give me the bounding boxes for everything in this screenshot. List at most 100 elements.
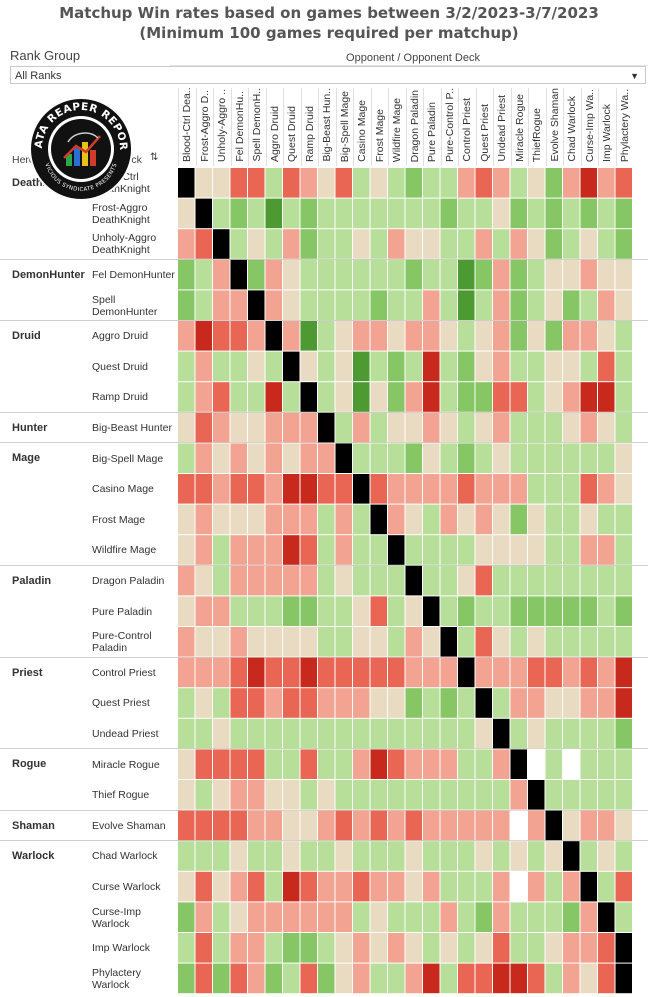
matchup-cell[interactable] xyxy=(335,963,353,994)
matchup-cell[interactable] xyxy=(388,627,405,657)
matchup-cell[interactable] xyxy=(545,627,563,657)
matchup-cell[interactable] xyxy=(493,504,510,535)
matchup-cell[interactable] xyxy=(265,290,283,320)
matchup-cell[interactable] xyxy=(423,718,440,749)
matchup-cell[interactable] xyxy=(370,168,388,198)
matchup-cell[interactable] xyxy=(283,198,300,229)
matchup-cell[interactable] xyxy=(528,412,545,443)
matchup-cell[interactable] xyxy=(510,443,528,473)
matchup-cell[interactable] xyxy=(195,933,213,963)
matchup-cell[interactable] xyxy=(370,657,388,688)
matchup-cell[interactable] xyxy=(458,749,475,779)
matchup-cell[interactable] xyxy=(405,902,423,932)
matchup-cell[interactable] xyxy=(318,290,335,320)
matchup-cell[interactable] xyxy=(370,780,388,810)
matchup-cell[interactable] xyxy=(248,780,265,810)
matchup-cell[interactable] xyxy=(283,229,300,259)
matchup-cell[interactable] xyxy=(265,474,283,504)
matchup-cell[interactable] xyxy=(248,718,265,749)
matchup-cell[interactable] xyxy=(528,688,545,718)
matchup-cell[interactable] xyxy=(248,596,265,626)
matchup-cell[interactable] xyxy=(615,688,633,718)
matchup-cell[interactable] xyxy=(458,168,475,198)
matchup-cell[interactable] xyxy=(213,902,230,932)
matchup-cell[interactable] xyxy=(283,535,300,565)
matchup-cell[interactable] xyxy=(493,749,510,779)
matchup-cell[interactable] xyxy=(510,412,528,443)
matchup-cell[interactable] xyxy=(335,596,353,626)
matchup-cell[interactable] xyxy=(440,535,458,565)
matchup-cell[interactable] xyxy=(598,474,615,504)
matchup-cell[interactable] xyxy=(248,749,265,779)
matchup-cell[interactable] xyxy=(423,504,440,535)
matchup-cell[interactable] xyxy=(213,627,230,657)
matchup-cell[interactable] xyxy=(213,535,230,565)
matchup-cell[interactable] xyxy=(353,382,370,412)
matchup-cell[interactable] xyxy=(580,290,598,320)
matchup-cell[interactable] xyxy=(440,412,458,443)
matchup-cell[interactable] xyxy=(423,596,440,626)
matchup-cell[interactable] xyxy=(405,810,423,841)
matchup-cell[interactable] xyxy=(528,382,545,412)
matchup-cell[interactable] xyxy=(598,412,615,443)
matchup-cell[interactable] xyxy=(580,596,598,626)
matchup-cell[interactable] xyxy=(493,565,510,596)
matchup-cell[interactable] xyxy=(510,718,528,749)
matchup-cell[interactable] xyxy=(335,198,353,229)
matchup-cell[interactable] xyxy=(493,688,510,718)
matchup-cell[interactable] xyxy=(458,198,475,229)
matchup-cell[interactable] xyxy=(388,841,405,871)
matchup-cell[interactable] xyxy=(615,657,633,688)
matchup-cell[interactable] xyxy=(318,382,335,412)
matchup-cell[interactable] xyxy=(510,963,528,994)
matchup-cell[interactable] xyxy=(178,871,195,902)
matchup-cell[interactable] xyxy=(423,443,440,473)
matchup-cell[interactable] xyxy=(615,596,633,626)
matchup-cell[interactable] xyxy=(458,963,475,994)
matchup-cell[interactable] xyxy=(388,718,405,749)
matchup-cell[interactable] xyxy=(440,504,458,535)
matchup-cell[interactable] xyxy=(353,780,370,810)
matchup-cell[interactable] xyxy=(265,657,283,688)
matchup-cell[interactable] xyxy=(475,688,493,718)
matchup-cell[interactable] xyxy=(353,198,370,229)
matchup-cell[interactable] xyxy=(563,412,580,443)
matchup-cell[interactable] xyxy=(388,474,405,504)
matchup-cell[interactable] xyxy=(353,749,370,779)
matchup-cell[interactable] xyxy=(563,933,580,963)
matchup-cell[interactable] xyxy=(388,657,405,688)
matchup-cell[interactable] xyxy=(230,688,248,718)
matchup-cell[interactable] xyxy=(370,535,388,565)
matchup-cell[interactable] xyxy=(370,321,388,351)
matchup-cell[interactable] xyxy=(598,810,615,841)
matchup-cell[interactable] xyxy=(528,749,545,779)
matchup-cell[interactable] xyxy=(440,565,458,596)
matchup-cell[interactable] xyxy=(440,351,458,382)
matchup-cell[interactable] xyxy=(423,780,440,810)
matchup-cell[interactable] xyxy=(458,382,475,412)
matchup-cell[interactable] xyxy=(545,535,563,565)
matchup-cell[interactable] xyxy=(563,443,580,473)
matchup-cell[interactable] xyxy=(458,565,475,596)
matchup-cell[interactable] xyxy=(178,290,195,320)
matchup-cell[interactable] xyxy=(440,780,458,810)
matchup-cell[interactable] xyxy=(318,596,335,626)
matchup-cell[interactable] xyxy=(335,933,353,963)
matchup-cell[interactable] xyxy=(370,382,388,412)
matchup-cell[interactable] xyxy=(458,443,475,473)
matchup-cell[interactable] xyxy=(335,351,353,382)
matchup-cell[interactable] xyxy=(528,229,545,259)
matchup-cell[interactable] xyxy=(248,474,265,504)
matchup-cell[interactable] xyxy=(493,780,510,810)
matchup-cell[interactable] xyxy=(615,321,633,351)
matchup-cell[interactable] xyxy=(545,596,563,626)
matchup-cell[interactable] xyxy=(283,596,300,626)
matchup-cell[interactable] xyxy=(318,749,335,779)
matchup-cell[interactable] xyxy=(458,902,475,932)
matchup-cell[interactable] xyxy=(248,627,265,657)
matchup-cell[interactable] xyxy=(353,259,370,290)
matchup-cell[interactable] xyxy=(353,841,370,871)
matchup-cell[interactable] xyxy=(405,780,423,810)
matchup-cell[interactable] xyxy=(370,810,388,841)
matchup-cell[interactable] xyxy=(353,351,370,382)
